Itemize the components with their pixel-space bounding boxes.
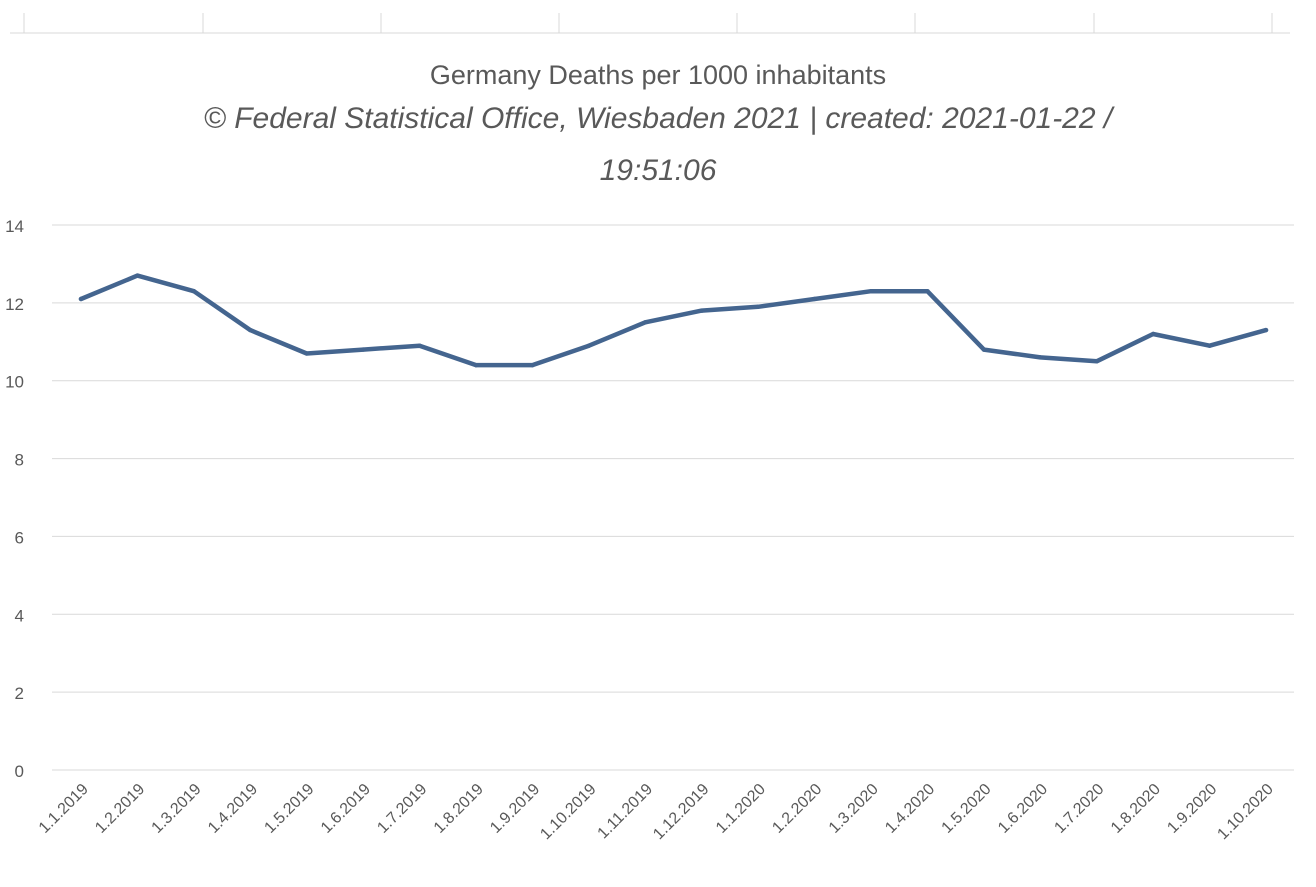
x-tick-label-1.5.2019: 1.5.2019 — [261, 781, 317, 837]
chart-subtitle-line-1: © Federal Statistical Office, Wiesbaden … — [203, 102, 1113, 135]
x-tick-label-1.8.2020: 1.8.2020 — [1108, 781, 1164, 837]
data-point-1.7.2020 — [1094, 359, 1099, 364]
x-tick-label-1.3.2020: 1.3.2020 — [826, 781, 882, 837]
data-point-1.5.2020 — [981, 347, 987, 352]
data-point-1.7.2019 — [417, 343, 422, 348]
y-tick-label-2: 2 — [15, 684, 24, 703]
x-tick-label-1.10.2020: 1.10.2020 — [1214, 781, 1276, 843]
y-tick-label-8: 8 — [15, 451, 24, 470]
x-tick-label-1.12.2019: 1.12.2019 — [650, 781, 712, 843]
series-line-deaths — [78, 273, 1269, 368]
x-tick-label-1.5.2020: 1.5.2020 — [939, 781, 995, 837]
x-tick-label-1.6.2019: 1.6.2019 — [318, 781, 374, 837]
data-point-1.8.2020 — [1150, 331, 1156, 337]
data-point-1.9.2020 — [1207, 343, 1212, 348]
y-tick-label-4: 4 — [15, 606, 24, 625]
x-tick-label-1.9.2019: 1.9.2019 — [487, 781, 543, 837]
y-tick-label-12: 12 — [5, 295, 24, 314]
data-point-1.12.2019 — [699, 308, 704, 313]
data-point-1.4.2020 — [925, 288, 930, 294]
y-tick-label-6: 6 — [15, 528, 24, 547]
x-tick-label-1.11.2019: 1.11.2019 — [595, 781, 657, 843]
x-tick-label-1.4.2020: 1.4.2020 — [882, 781, 938, 837]
x-tick-label-1.1.2019: 1.1.2019 — [36, 781, 92, 837]
y-tick-label-14: 14 — [5, 217, 24, 236]
data-point-1.4.2019 — [248, 327, 253, 333]
data-point-1.6.2019 — [360, 347, 366, 352]
data-point-1.2.2019 — [135, 273, 140, 278]
x-tick-label-1.7.2020: 1.7.2020 — [1051, 781, 1107, 837]
x-tick-label-1.8.2019: 1.8.2019 — [431, 781, 487, 837]
data-point-1.9.2019 — [530, 362, 535, 368]
x-tick-label-1.1.2020: 1.1.2020 — [713, 781, 769, 837]
y-tick-label-0: 0 — [15, 762, 24, 781]
data-point-1.8.2019 — [473, 362, 479, 368]
x-tick-label-1.7.2019: 1.7.2019 — [374, 781, 430, 837]
data-point-1.11.2019 — [643, 320, 648, 325]
data-point-1.3.2019 — [191, 288, 197, 294]
data-point-1.1.2020 — [755, 304, 761, 309]
x-tick-label-1.4.2019: 1.4.2019 — [205, 781, 261, 837]
x-tick-label-1.9.2020: 1.9.2020 — [1164, 781, 1220, 837]
chart-subtitle-line-2: 19:51:06 — [599, 154, 717, 187]
data-point-1.6.2020 — [1038, 355, 1043, 360]
x-tick-label-1.2.2020: 1.2.2020 — [769, 781, 825, 837]
chart-title: Germany Deaths per 1000 inhabitants — [429, 60, 887, 90]
data-point-1.1.2019 — [78, 296, 84, 302]
data-point-1.2.2020 — [812, 296, 817, 302]
data-point-1.10.2019 — [586, 343, 592, 348]
data-point-1.10.2020 — [1263, 327, 1269, 333]
x-tick-label-1.3.2019: 1.3.2019 — [149, 781, 205, 837]
x-tick-label-1.10.2019: 1.10.2019 — [537, 781, 599, 843]
data-point-1.3.2020 — [868, 288, 874, 294]
y-tick-label-10: 10 — [5, 373, 24, 392]
x-tick-label-1.2.2019: 1.2.2019 — [92, 781, 148, 837]
data-point-1.5.2019 — [304, 351, 309, 356]
x-tick-label-1.6.2020: 1.6.2020 — [995, 781, 1051, 837]
